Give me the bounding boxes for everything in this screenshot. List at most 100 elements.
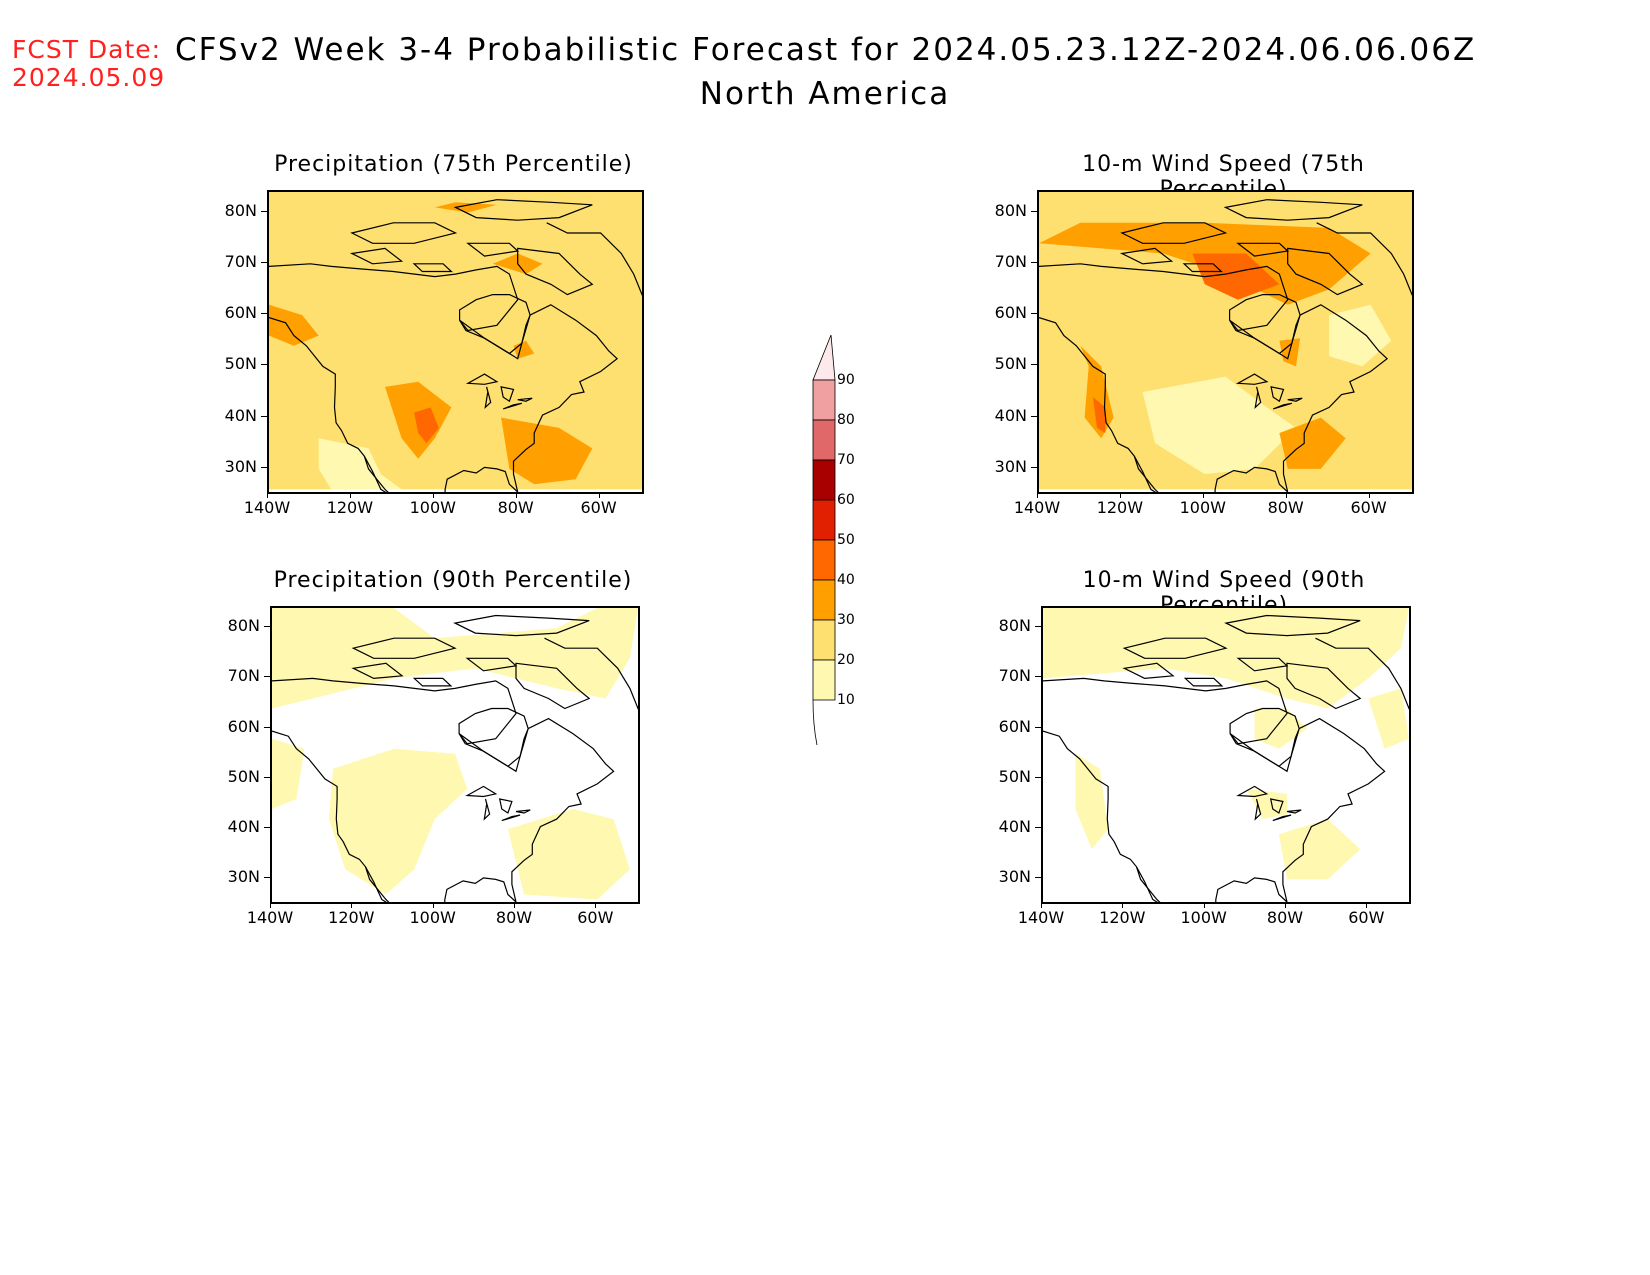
lon-tick bbox=[1285, 902, 1286, 908]
lon-tick bbox=[1041, 902, 1042, 908]
coastline bbox=[1272, 814, 1292, 822]
lon-tick-label: 120W bbox=[328, 908, 375, 927]
coastline bbox=[350, 222, 458, 244]
colorbar-segment bbox=[812, 499, 836, 541]
lon-tick-label: 100W bbox=[409, 908, 456, 927]
coastline bbox=[483, 798, 491, 821]
lat-tick bbox=[264, 776, 270, 778]
coastline bbox=[1224, 614, 1361, 637]
panel-title: Precipitation (75th Percentile) bbox=[274, 152, 633, 177]
coastline bbox=[515, 662, 591, 710]
coastline bbox=[1254, 798, 1262, 821]
lon-tick-label: 60W bbox=[580, 498, 617, 517]
lat-tick bbox=[1035, 877, 1041, 879]
lon-tick bbox=[349, 492, 351, 498]
lat-tick-label: 40N bbox=[224, 405, 257, 425]
lat-tick bbox=[1035, 827, 1041, 829]
lon-tick bbox=[514, 902, 515, 908]
lat-tick bbox=[264, 626, 270, 628]
lat-tick bbox=[1031, 466, 1037, 468]
colorbar-label: 60 bbox=[837, 492, 855, 508]
panel-title: Precipitation (90th Percentile) bbox=[273, 568, 633, 593]
probability-shade bbox=[1075, 753, 1109, 850]
lat-tick-label: 60N bbox=[998, 716, 1031, 736]
lat-tick-label: 30N bbox=[994, 456, 1027, 476]
lon-tick bbox=[1202, 492, 1204, 498]
coastline bbox=[544, 637, 638, 710]
lat-tick bbox=[264, 726, 270, 728]
lat-tick-label: 70N bbox=[994, 251, 1027, 271]
map-panel-p90 bbox=[270, 606, 640, 904]
lat-tick-label: 30N bbox=[227, 867, 260, 887]
lon-tick bbox=[1119, 492, 1121, 498]
lat-tick bbox=[1035, 676, 1041, 678]
lat-tick-label: 50N bbox=[998, 766, 1031, 786]
probability-shade bbox=[1142, 376, 1296, 475]
lat-tick bbox=[264, 676, 270, 678]
probability-shade bbox=[1279, 417, 1346, 469]
coastline bbox=[453, 614, 590, 637]
lon-tick bbox=[351, 902, 353, 908]
lon-tick-label: 100W bbox=[1179, 498, 1226, 517]
colorbar-segment bbox=[812, 379, 836, 421]
lat-tick bbox=[1031, 415, 1037, 417]
lon-tick-label: 140W bbox=[243, 498, 291, 517]
probability-shade bbox=[1368, 688, 1409, 749]
lat-tick bbox=[1035, 626, 1041, 628]
lon-tick bbox=[1285, 492, 1287, 498]
lon-tick bbox=[1037, 492, 1038, 498]
lat-tick bbox=[261, 313, 267, 315]
coastline bbox=[517, 397, 533, 402]
coastline bbox=[269, 317, 387, 492]
lat-tick bbox=[261, 466, 267, 468]
probability-shade bbox=[269, 192, 642, 490]
coastline bbox=[1122, 662, 1175, 680]
lon-tick bbox=[432, 492, 434, 498]
lon-tick bbox=[515, 492, 517, 498]
coastline bbox=[458, 707, 529, 773]
lon-tick-label: 100W bbox=[409, 498, 456, 517]
colorbar-label: 10 bbox=[837, 692, 855, 708]
map-plot bbox=[269, 192, 642, 492]
colorbar-segment bbox=[812, 659, 836, 701]
title-line-1: CFSv2 Week 3-4 Probabilistic Forecast fo… bbox=[175, 32, 1477, 68]
lat-tick-label: 40N bbox=[998, 817, 1031, 837]
colorbar-label: 70 bbox=[837, 452, 855, 468]
colorbar-label: 80 bbox=[837, 412, 855, 428]
coastline bbox=[272, 730, 387, 902]
coastline bbox=[1119, 247, 1174, 265]
map-plot bbox=[1043, 608, 1409, 902]
lat-tick-label: 60N bbox=[227, 716, 260, 736]
coastline bbox=[1270, 386, 1285, 403]
lon-tick-label: 120W bbox=[326, 498, 374, 517]
lat-tick bbox=[261, 364, 267, 366]
coastline bbox=[1287, 397, 1303, 402]
lon-tick-label: 140W bbox=[1017, 908, 1065, 927]
coastline bbox=[444, 877, 517, 902]
coastline bbox=[1229, 293, 1301, 360]
lon-tick-label: 80W bbox=[1267, 498, 1304, 517]
coastline bbox=[500, 386, 515, 403]
probability-shade bbox=[414, 407, 439, 444]
coastline bbox=[502, 402, 522, 410]
coastline bbox=[546, 222, 642, 296]
coastline bbox=[501, 814, 521, 822]
lat-tick-label: 60N bbox=[224, 303, 257, 323]
probability-shade bbox=[1043, 608, 1409, 709]
lat-tick-label: 60N bbox=[994, 303, 1027, 323]
lat-tick-label: 40N bbox=[994, 405, 1027, 425]
colorbar-segment bbox=[812, 459, 836, 501]
probability-shade bbox=[1254, 708, 1308, 749]
lat-tick bbox=[1035, 776, 1041, 778]
lat-tick-label: 50N bbox=[994, 354, 1027, 374]
lon-tick bbox=[432, 902, 434, 908]
probability-shade bbox=[501, 417, 593, 485]
lon-tick-label: 120W bbox=[1099, 908, 1146, 927]
coastline bbox=[1315, 637, 1409, 710]
colorbar-label: 90 bbox=[837, 372, 855, 388]
map-plot bbox=[1039, 192, 1412, 492]
lat-tick bbox=[1031, 313, 1037, 315]
lon-tick bbox=[1366, 902, 1368, 908]
lon-tick bbox=[1203, 902, 1205, 908]
lat-tick bbox=[264, 827, 270, 829]
